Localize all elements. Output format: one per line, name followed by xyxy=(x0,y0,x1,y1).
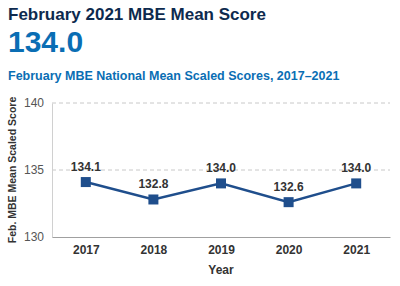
marker xyxy=(216,178,226,188)
grid xyxy=(52,103,390,170)
y-axis-title: Feb. MBE Mean Scaled Score xyxy=(6,97,18,244)
y-tick: 140 xyxy=(24,96,52,110)
grid-line xyxy=(52,103,390,104)
x-axis-line xyxy=(53,237,391,238)
x-tick-label: 2021 xyxy=(343,243,370,257)
data-label: 132.6 xyxy=(274,180,304,194)
x-tick-label: 2017 xyxy=(73,243,100,257)
x-tick: 2020 xyxy=(276,237,303,257)
x-tick-label: 2018 xyxy=(141,243,168,257)
y-tick: 135 xyxy=(24,163,52,177)
data-label: 134.0 xyxy=(206,161,236,175)
header-label: February 2021 MBE Mean Score xyxy=(8,5,266,24)
data-label: 132.8 xyxy=(138,177,168,191)
marker xyxy=(351,178,361,188)
x-tick: 2019 xyxy=(208,237,235,257)
x-axis-title: Year xyxy=(208,263,234,277)
chart: February 2021 MBE Mean Score134.0Februar… xyxy=(0,0,400,286)
data-label: 134.1 xyxy=(71,160,101,174)
y-axis-line xyxy=(52,104,53,238)
x-axis: 2017 2018 2019 2020 2021 xyxy=(53,237,391,257)
x-tick-label: 2019 xyxy=(208,243,235,257)
x-tick: 2018 xyxy=(141,237,168,257)
x-tick: 2017 xyxy=(73,237,100,257)
y-tick-label: 135 xyxy=(24,163,44,177)
chart-title: February MBE National Mean Scaled Scores… xyxy=(8,69,339,83)
marker xyxy=(284,197,294,207)
header-score: 134.0 xyxy=(8,25,83,58)
x-tick: 2021 xyxy=(343,237,370,257)
y-tick-label: 140 xyxy=(24,96,44,110)
data-labels: 134.1 132.8 134.0 132.6 134.0 xyxy=(71,160,372,194)
y-tick: 130 xyxy=(24,230,52,244)
marker xyxy=(148,194,158,204)
marker xyxy=(81,177,91,187)
x-tick-label: 2020 xyxy=(276,243,303,257)
series xyxy=(81,177,361,207)
data-label: 134.0 xyxy=(341,161,371,175)
y-tick-label: 130 xyxy=(24,230,44,244)
y-axis: 130 135 140 xyxy=(24,96,53,244)
